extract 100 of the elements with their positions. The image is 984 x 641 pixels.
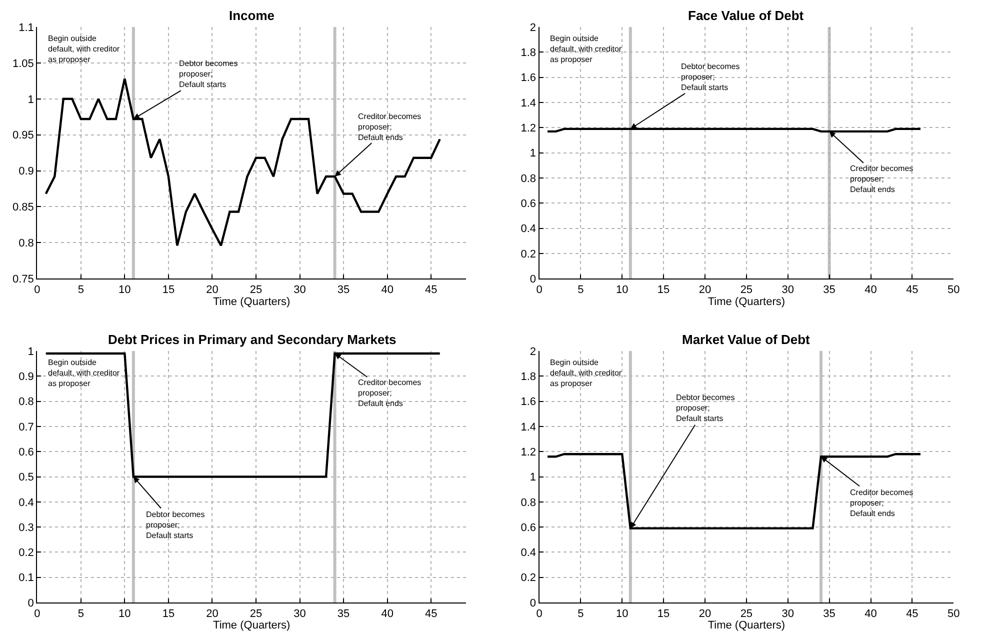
annotation: Creditor becomes proposer; Default ends [850,488,914,518]
x-tick-label: 5 [578,608,584,620]
x-tick-label: 30 [294,284,306,296]
y-tick-label: 0.9 [18,370,34,383]
y-tick-label: 1.2 [520,446,536,458]
y-tick-label: 1.8 [520,370,536,383]
annotation: Begin outside default, with creditor as proposer [48,34,120,64]
x-tick-label: 25 [740,284,753,296]
x-tick-label: 35 [337,608,350,620]
annotation: Begin outside default, with creditor as proposer [48,358,120,388]
x-tick-label: 30 [782,284,794,296]
y-tick-label: 0.6 [520,198,536,210]
x-tick-label: 35 [823,284,836,296]
y-tick-label: 1 [28,346,34,358]
y-tick-label: 0.4 [520,547,536,560]
x-tick-label: 10 [616,608,628,620]
x-tick-label: 50 [948,284,960,296]
y-tick-label: 0.8 [520,172,536,185]
y-tick-label: 0.2 [520,572,536,584]
x-axis-title: Time (Quarters) [708,296,786,308]
x-tick-label: 15 [162,284,175,296]
x-tick-label: 5 [578,284,584,296]
annotation: Creditor becomes proposer; Default ends [358,378,422,408]
y-tick-label: 0.4 [520,223,536,236]
x-tick-label: 45 [424,608,438,620]
x-axis-title: Time (Quarters) [213,620,290,632]
annotation: Creditor becomes proposer; Default ends [358,112,422,142]
line-series [44,78,441,247]
x-tick-label: 10 [118,608,131,620]
annotation: Debtor becomes proposer; Default starts [179,59,238,89]
x-tick-label: 45 [424,284,438,296]
chart-title: Market Value of Debt [682,332,811,347]
x-tick-label: 20 [206,284,218,296]
y-tick-label: 1.8 [520,47,536,60]
y-tick-label: 1.05 [12,58,34,70]
annotation: Begin outside default, with creditor as proposer [550,34,622,64]
x-tick-label: 40 [864,608,877,620]
x-tick-label: 5 [78,284,84,296]
annotation: Debtor becomes proposer; Default starts [146,510,205,540]
y-tick-label: 0.8 [520,496,536,509]
y-tick-label: 0.95 [12,130,34,142]
x-tick-label: 20 [698,284,712,296]
y-tick-label: 0 [28,597,34,610]
x-tick-label: 15 [162,608,175,620]
y-tick-label: 1.6 [520,396,536,408]
y-tick-label: 1.4 [520,97,536,110]
x-tick-label: 30 [782,608,794,620]
y-tick-label: 1 [28,94,34,106]
x-tick-label: 40 [864,284,877,296]
x-axis-title: Time (Quarters) [213,296,290,308]
y-tick-label: 0.9 [18,166,34,178]
y-tick-label: 0.75 [12,273,34,286]
x-tick-label: 25 [250,608,262,620]
y-tick-label: 0.6 [520,522,536,534]
annotation: Debtor becomes proposer; Default starts [676,393,735,423]
x-tick-label: 5 [78,608,84,620]
y-tick-label: 0.2 [18,547,34,560]
y-tick-label: 0.3 [18,522,34,534]
chart-title: Debt Prices in Primary and Secondary Markets [108,332,396,347]
x-tick-label: 40 [381,608,394,620]
y-tick-label: 0.1 [18,572,34,584]
y-tick-label: 1.2 [520,122,536,135]
chart-title: Face Value of Debt [688,8,804,23]
y-tick-label: 0 [530,597,536,610]
y-tick-label: 1.4 [520,421,536,434]
y-tick-label: 0.5 [18,472,34,484]
y-tick-label: 2 [530,346,536,358]
y-tick-label: 1.6 [520,72,536,84]
y-tick-label: 0.6 [18,446,34,458]
x-tick-label: 35 [337,284,350,296]
annotation: Begin outside default, with creditor as proposer [550,358,622,388]
y-tick-label: 1 [530,148,536,160]
chart-title: Income [229,8,275,23]
x-axis-title: Time (Quarters) [708,620,786,632]
y-tick-label: 0.2 [520,248,536,260]
x-tick-label: 20 [698,608,712,620]
y-tick-label: 2 [530,22,536,34]
y-tick-label: 0.4 [18,496,34,509]
y-tick-label: 0.8 [18,396,34,408]
x-tick-label: 25 [250,284,262,296]
y-tick-label: 0.7 [18,421,34,434]
x-tick-label: 50 [948,608,960,620]
y-tick-label: 1.1 [18,22,34,34]
annotation: Creditor becomes proposer; Default ends [850,164,914,194]
x-tick-label: 30 [294,608,306,620]
x-tick-label: 15 [657,284,670,296]
x-tick-label: 20 [206,608,218,620]
y-tick-label: 0 [530,273,536,286]
x-tick-label: 45 [906,284,918,296]
x-tick-label: 45 [906,608,918,620]
x-tick-label: 35 [823,608,836,620]
y-tick-label: 1 [530,472,536,484]
y-tick-label: 0.8 [18,238,34,250]
x-tick-label: 40 [381,284,394,296]
x-tick-label: 15 [657,608,670,620]
x-tick-label: 10 [616,284,628,296]
annotation: Debtor becomes proposer; Default starts [681,62,740,92]
x-tick-label: 10 [118,284,131,296]
y-tick-label: 0.85 [12,202,34,214]
x-tick-label: 25 [740,608,753,620]
